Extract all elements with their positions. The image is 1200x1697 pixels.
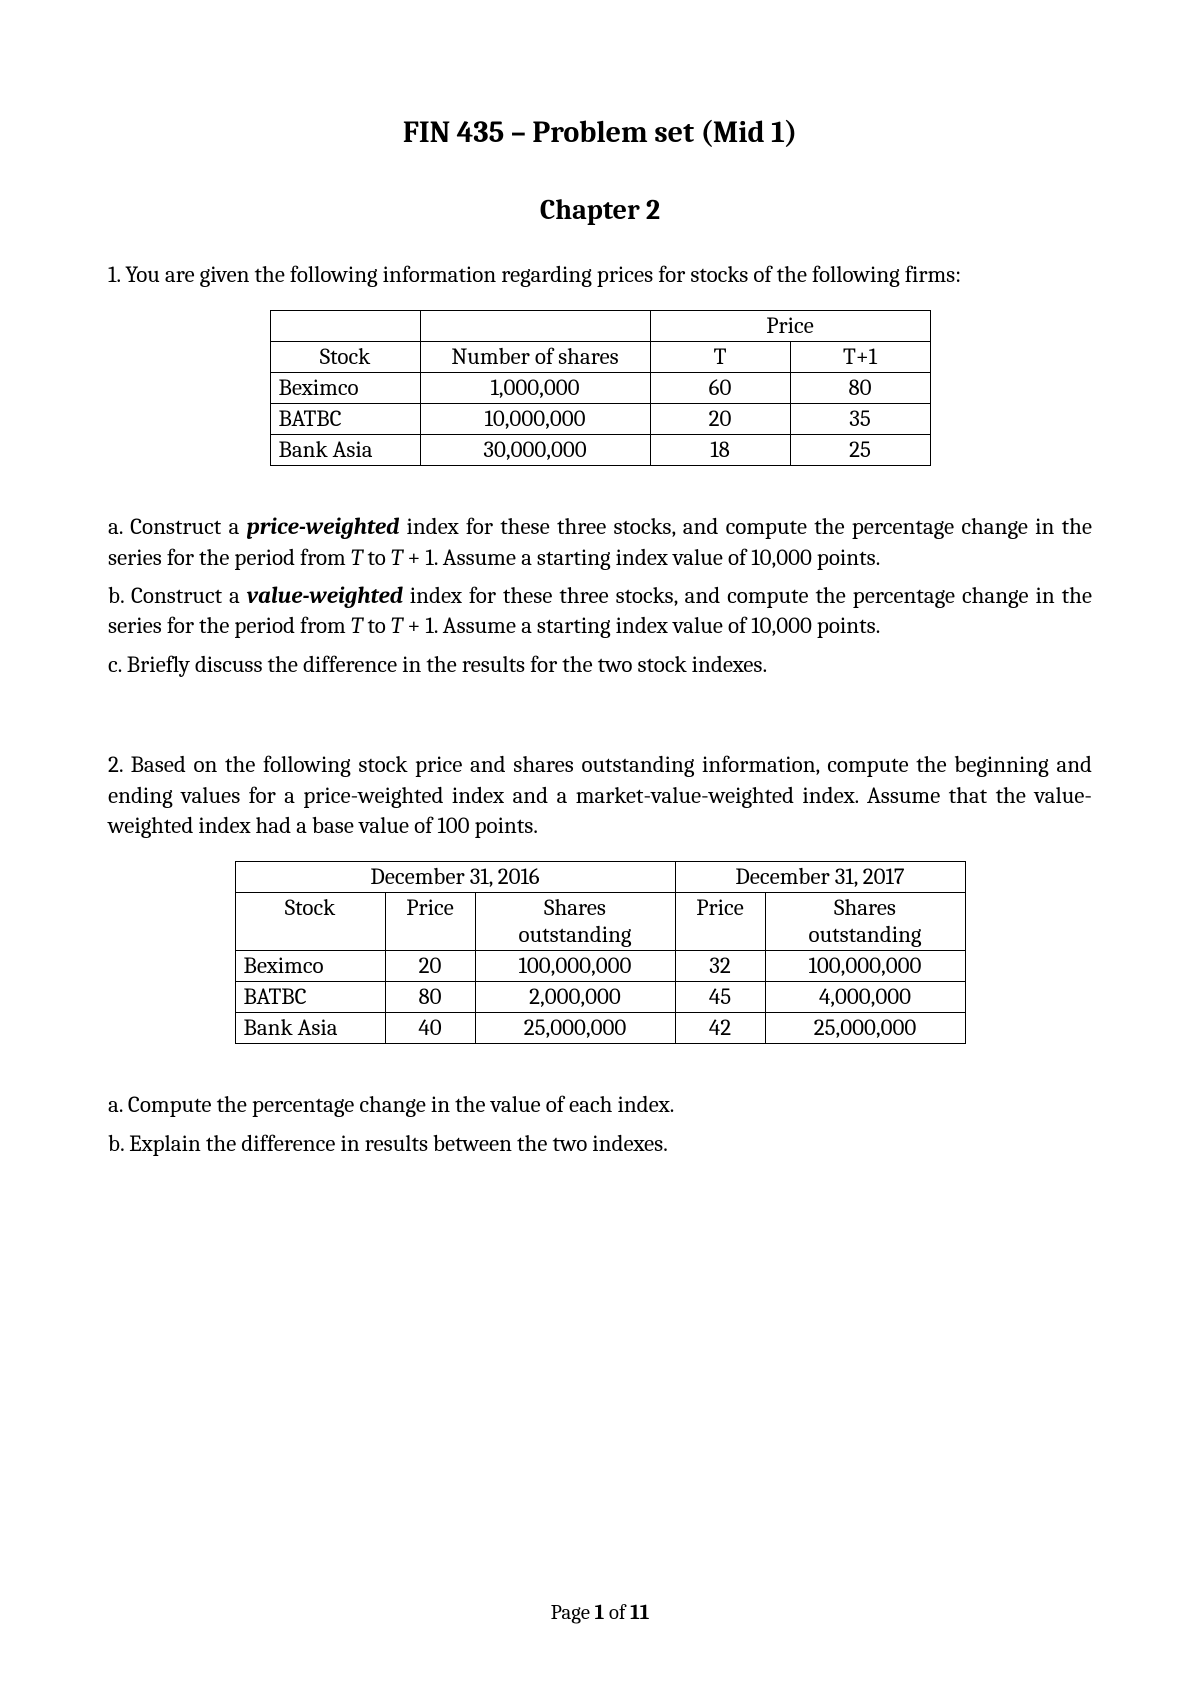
date2-header: December 31, 2017 [675,862,965,893]
text: to [362,544,390,571]
footer-pre: Page [551,1601,595,1625]
col-shares: Number of shares [420,342,650,373]
table-row: BATBC 80 2,000,000 45 4,000,000 [235,982,965,1013]
col-price: Price [385,893,475,951]
cell-shares: 10,000,000 [420,404,650,435]
q1-part-c: c. Briefly discuss the difference in the… [108,650,1092,680]
cell-stock: BATBC [270,404,420,435]
cell-t: 20 [650,404,790,435]
cell-t1: 80 [790,373,930,404]
keyword-italic: value-weighted [247,582,403,609]
var-t: T [391,612,403,639]
text: Shares [544,894,606,921]
text: outstanding [519,921,632,948]
cell-price: 40 [385,1013,475,1044]
text: + 1. Assume a starting index value of 10… [403,612,881,639]
cell-stock: Bank Asia [235,1013,385,1044]
footer-mid: of [604,1601,630,1625]
cell-shares: 25,000,000 [765,1013,965,1044]
var-t: T [351,612,363,639]
col-t1: T+1 [790,342,930,373]
var-t: T [391,544,403,571]
table-row: Beximco 1,000,000 60 80 [270,373,930,404]
q2-table-wrap: December 31, 2016 December 31, 2017 Stoc… [108,861,1092,1044]
page-total: 11 [630,1601,649,1625]
blank-cell [420,311,650,342]
price-header: Price [650,311,930,342]
q2-part-a: a. Compute the percentage change in the … [108,1090,1092,1120]
cell-shares: 1,000,000 [420,373,650,404]
page-number: 1 [595,1601,605,1625]
page: FIN 435 – Problem set (Mid 1) Chapter 2 … [0,0,1200,1159]
document-title: FIN 435 – Problem set (Mid 1) [108,115,1092,150]
q1-intro: 1. You are given the following informati… [108,260,1092,290]
cell-shares: 100,000,000 [765,951,965,982]
cell-stock: Bank Asia [270,435,420,466]
keyword-italic: price-weighted [247,513,400,540]
cell-price: 20 [385,951,475,982]
cell-t: 18 [650,435,790,466]
cell-price: 45 [675,982,765,1013]
q1-table: Price Stock Number of shares T T+1 Bexim… [270,310,931,466]
cell-stock: Beximco [270,373,420,404]
cell-price: 80 [385,982,475,1013]
text: + 1. Assume a starting index value of 10… [403,544,881,571]
cell-shares: 30,000,000 [420,435,650,466]
q1-table-wrap: Price Stock Number of shares T T+1 Bexim… [108,310,1092,466]
chapter-heading: Chapter 2 [108,194,1092,226]
cell-shares: 100,000,000 [475,951,675,982]
page-footer: Page 1 of 11 [0,1601,1200,1625]
col-shares: Shares outstanding [765,893,965,951]
cell-shares: 2,000,000 [475,982,675,1013]
col-shares: Shares outstanding [475,893,675,951]
cell-price: 32 [675,951,765,982]
text: to [362,612,390,639]
q1-part-b: b. Construct a value-weighted index for … [108,581,1092,642]
cell-shares: 4,000,000 [765,982,965,1013]
cell-t1: 35 [790,404,930,435]
cell-stock: Beximco [235,951,385,982]
date1-header: December 31, 2016 [235,862,675,893]
var-t: T [351,544,363,571]
cell-stock: BATBC [235,982,385,1013]
text: b. Construct a [108,582,247,609]
table-row: Bank Asia 40 25,000,000 42 25,000,000 [235,1013,965,1044]
col-stock: Stock [270,342,420,373]
q2-part-b: b. Explain the difference in results bet… [108,1129,1092,1159]
q1-part-a: a. Construct a price-weighted index for … [108,512,1092,573]
text: outstanding [809,921,922,948]
cell-price: 42 [675,1013,765,1044]
col-stock: Stock [235,893,385,951]
col-t: T [650,342,790,373]
table-row: BATBC 10,000,000 20 35 [270,404,930,435]
cell-t1: 25 [790,435,930,466]
table-row: Beximco 20 100,000,000 32 100,000,000 [235,951,965,982]
blank-cell [270,311,420,342]
q2-intro: 2. Based on the following stock price an… [108,750,1092,841]
cell-shares: 25,000,000 [475,1013,675,1044]
text: Shares [834,894,896,921]
q2-table: December 31, 2016 December 31, 2017 Stoc… [235,861,966,1044]
table-row: Bank Asia 30,000,000 18 25 [270,435,930,466]
text: a. Construct a [108,513,247,540]
cell-t: 60 [650,373,790,404]
col-price: Price [675,893,765,951]
